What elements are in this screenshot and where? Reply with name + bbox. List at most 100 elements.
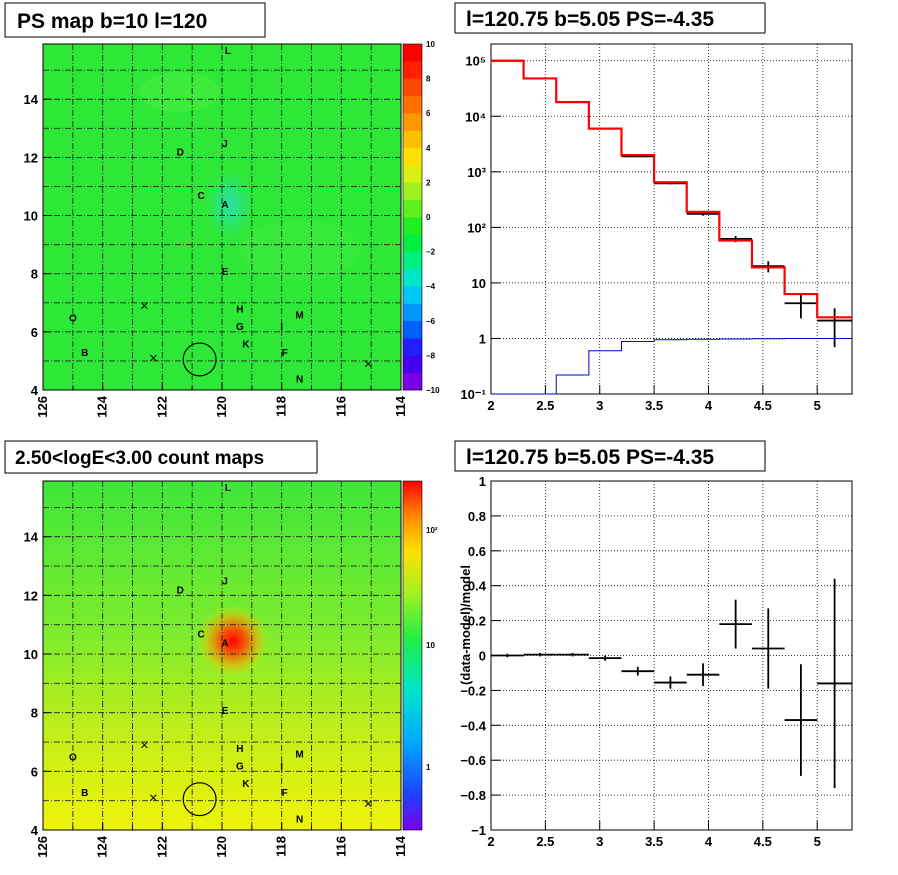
map-y-tick-label: 10 <box>24 647 38 662</box>
map-y-tick-label: 12 <box>24 588 38 603</box>
spectrum-x-tick-label: 4 <box>705 398 713 413</box>
source-label: I <box>280 761 283 772</box>
residual-x-tick-label: 3.5 <box>645 834 663 849</box>
spectrum-series-red <box>491 59 852 319</box>
residual-y-tick-label: −0.4 <box>460 718 486 733</box>
colorbar-tick-label: −10 <box>426 386 440 395</box>
source-label: N <box>296 374 303 385</box>
residual-y-tick-label: 1 <box>479 474 486 489</box>
colorbar-segment <box>403 95 422 114</box>
residual-y-tick-label: −0.6 <box>460 753 486 768</box>
source-label: J <box>222 577 228 588</box>
colorbar-segment <box>403 217 422 235</box>
map-x-tick-label: 124 <box>95 395 110 417</box>
residual-y-tick-label: 0.4 <box>468 579 487 594</box>
source-label: M <box>295 310 303 321</box>
colorbar-tick-label: 8 <box>426 75 431 84</box>
colorbar-tick-label: 0 <box>426 213 431 222</box>
colorbar-tick-label: 10² <box>426 526 438 535</box>
colorbar-segment <box>403 147 422 166</box>
colorbar-segment <box>403 234 422 252</box>
source-label: G <box>236 761 244 772</box>
colorbar-segment <box>403 61 422 79</box>
source-label: D <box>177 586 184 597</box>
residual-x-tick-label: 2.5 <box>536 834 554 849</box>
map-x-tick-label: 126 <box>35 836 50 858</box>
residual-x-tick-label: 3 <box>596 834 603 849</box>
ps-map-texture <box>240 220 360 280</box>
source-label: G <box>236 322 244 333</box>
map-x-tick-label: 114 <box>393 395 408 417</box>
source-label: F <box>282 348 288 359</box>
colorbar-segment <box>403 320 422 339</box>
spectrum-x-tick-label: 4.5 <box>754 398 772 413</box>
colorbar-segment <box>403 78 422 97</box>
residual-panel: l=120.75 b=5.05 PS=-4.35 (data-model)/mo… <box>454 440 853 849</box>
source-label: F <box>282 788 288 799</box>
colorbar <box>402 480 423 831</box>
colorbar-segment <box>403 113 422 131</box>
colorbar-segment <box>403 286 422 304</box>
spectrum-x-tick-label: 2.5 <box>536 398 554 413</box>
map-y-tick-label: 14 <box>24 530 39 545</box>
source-label: J <box>222 139 228 150</box>
residual-title: l=120.75 b=5.05 PS=-4.35 <box>466 446 714 469</box>
colorbar-segment <box>403 130 422 149</box>
spectrum-x-tick-label: 2 <box>487 398 494 413</box>
spectrum-y-tick-label: 10² <box>467 220 486 235</box>
spectrum-x-tick-label: 3 <box>596 398 603 413</box>
map-y-tick-label: 4 <box>31 823 39 838</box>
source-label: O <box>69 313 77 324</box>
source-label: H <box>236 744 243 755</box>
residual-y-tick-label: −0.8 <box>460 788 486 803</box>
residual-y-tick-label: 0.8 <box>468 509 486 524</box>
residual-title-box <box>454 440 766 472</box>
cross-marker <box>141 302 148 310</box>
colorbar-tick-label: 2 <box>426 178 431 187</box>
spectrum-y-tick-label: 10⁻¹ <box>460 387 486 402</box>
colorbar-tick-label: 1 <box>426 763 431 772</box>
map-x-tick-label: 114 <box>393 835 408 857</box>
colorbar-segment <box>403 182 422 200</box>
residual-y-tick-label: 0.6 <box>468 544 486 559</box>
colorbar-segment <box>403 372 422 391</box>
ps-map-texture <box>140 72 220 112</box>
residual-x-tick-label: 4 <box>705 834 713 849</box>
colorbar-segment <box>403 268 422 287</box>
ps-map-title-box <box>4 2 266 38</box>
cross-marker <box>364 800 372 807</box>
source-label: C <box>197 191 204 202</box>
roi-circle <box>182 342 217 377</box>
cross-marker <box>150 354 157 362</box>
cross-marker <box>150 794 157 802</box>
residual-y-tick-label: 0.2 <box>468 614 486 629</box>
spectrum-y-tick-label: 1 <box>479 331 486 346</box>
source-label: L <box>225 46 231 57</box>
ps-map-excess <box>206 171 254 239</box>
map-x-tick-label: 118 <box>274 396 289 417</box>
residual-ylabel: (data-model)/model <box>458 565 473 685</box>
colorbar-segment <box>403 44 422 62</box>
residual-x-tick-label: 2 <box>487 834 494 849</box>
source-label: C <box>197 630 204 641</box>
roi-circle <box>182 782 217 817</box>
map-x-tick-label: 122 <box>154 396 169 418</box>
map-x-tick-label: 122 <box>154 836 169 858</box>
residual-x-tick-label: 4.5 <box>754 834 772 849</box>
colorbar-tick-label: −6 <box>426 317 436 326</box>
map-x-tick-label: 124 <box>95 835 110 857</box>
source-label: L <box>225 483 231 494</box>
count-map-title: 2.50<logE<3.00 count maps <box>15 448 264 469</box>
source-label: E <box>222 706 229 717</box>
colorbar-segment <box>403 165 422 183</box>
spectrum-title: l=120.75 b=5.05 PS=-4.35 <box>466 8 714 31</box>
residual-y-tick-label: −0.2 <box>460 683 486 698</box>
spectrum-x-tick-label: 5 <box>814 398 821 413</box>
spectrum-y-tick-label: 10 <box>472 276 486 291</box>
map-y-tick-label: 4 <box>31 383 39 398</box>
source-label: O <box>69 753 77 764</box>
spectrum-y-tick-label: 10³ <box>467 165 486 180</box>
map-y-tick-label: 6 <box>31 325 38 340</box>
